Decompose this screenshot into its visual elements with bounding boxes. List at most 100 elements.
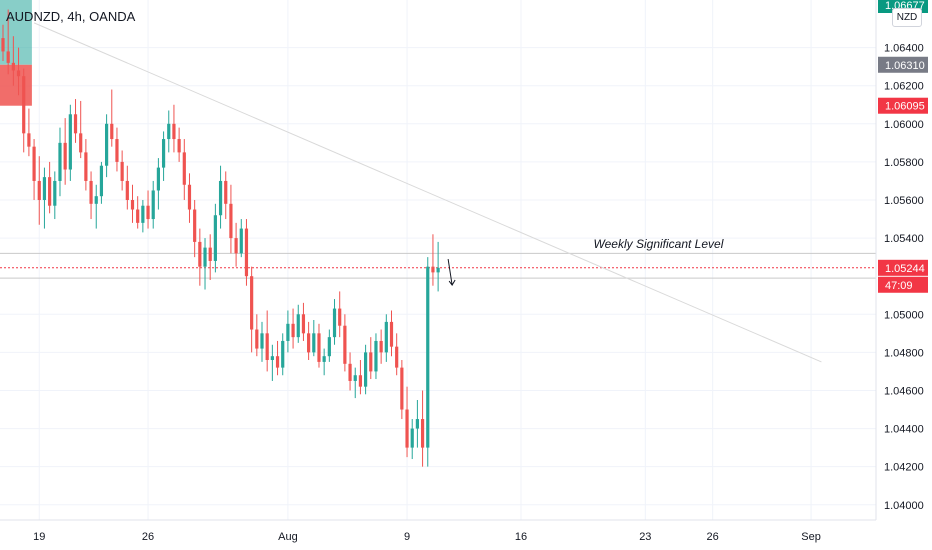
time-axis[interactable]: 19 26 Aug 9 16 23 26 Sep — [33, 531, 821, 543]
candle-body-39 — [203, 247, 207, 267]
candle-body-79 — [410, 428, 414, 448]
candle-body-56 — [291, 323, 295, 338]
price-label-2: 1.06095 — [885, 101, 925, 113]
candle-body-70 — [364, 352, 368, 387]
candle-body-31 — [161, 139, 166, 168]
currency-button[interactable]: NZD — [892, 8, 922, 27]
y-tick-label-0: 1.06400 — [884, 43, 924, 55]
candle-body-81 — [420, 419, 425, 448]
candle-body-60 — [312, 333, 316, 353]
candle-body-78 — [405, 409, 409, 448]
candle-body-42 — [218, 180, 223, 216]
y-tick-label-8: 1.04600 — [884, 385, 924, 397]
annotation-weekly-level: Weekly Significant Level — [594, 237, 724, 251]
candle-body-34 — [177, 139, 181, 153]
candle-body-23 — [120, 161, 124, 181]
y-tick-label-11: 1.04000 — [884, 500, 924, 512]
candle-body-71 — [369, 352, 373, 372]
candle-body-33 — [172, 123, 176, 140]
price-label-box-3 — [878, 259, 928, 276]
candle-body-50 — [260, 333, 264, 349]
price-label-4: 47:09 — [885, 280, 913, 292]
candle-body-48 — [250, 276, 254, 330]
candle-body-8 — [42, 177, 47, 200]
y-tick-label-7: 1.04800 — [884, 347, 924, 359]
candle-body-84 — [436, 267, 440, 273]
candle-body-82 — [426, 266, 430, 448]
candle-body-3 — [16, 70, 21, 77]
price-label-box-1 — [878, 56, 928, 73]
candle-body-73 — [379, 340, 383, 353]
y-tick-label-1: 1.06200 — [884, 81, 924, 93]
candle-body-7 — [37, 180, 41, 200]
candle-body-18 — [94, 196, 98, 204]
candle-body-47 — [244, 228, 249, 277]
candle-body-36 — [187, 184, 192, 210]
candle-body-43 — [224, 180, 228, 204]
candle-body-28 — [146, 205, 150, 220]
candle-body-32 — [167, 123, 171, 140]
candle-body-61 — [317, 333, 321, 362]
candle-body-26 — [136, 209, 140, 223]
candle-body-16 — [84, 152, 88, 181]
candle-body-57 — [296, 314, 300, 338]
y-tick-label-10: 1.04200 — [884, 462, 924, 474]
symbol-label[interactable]: AUDNZD, 4h, OANDA — [6, 9, 136, 24]
candle-body-37 — [193, 209, 197, 242]
candle-body-52 — [270, 356, 274, 360]
candle-body-11 — [58, 142, 62, 181]
candle-body-10 — [53, 180, 57, 206]
candle-body-6 — [32, 146, 36, 181]
candle-body-65 — [338, 308, 342, 326]
down-arrow-icon — [447, 258, 456, 286]
candlestick-series — [1, 9, 440, 467]
position-stop-zone — [0, 64, 32, 106]
candle-body-67 — [348, 363, 352, 381]
candle-body-76 — [395, 346, 399, 368]
x-tick-label-1: 26 — [142, 531, 154, 543]
x-tick-label-7: Sep — [801, 531, 821, 543]
candle-body-72 — [374, 340, 378, 372]
x-tick-label-5: 23 — [639, 531, 651, 543]
x-tick-label-6: 26 — [707, 531, 719, 543]
candle-body-80 — [415, 419, 419, 429]
position-tool[interactable] — [0, 0, 32, 106]
candle-body-77 — [400, 367, 404, 410]
candle-body-83 — [431, 266, 435, 273]
candle-body-12 — [63, 142, 67, 170]
price-axis[interactable]: 1.06400 1.06200 1.06000 1.05800 1.05600 1.054… — [884, 43, 924, 512]
trendline-layer — [33, 22, 822, 363]
candle-body-68 — [353, 375, 357, 381]
candle-body-53 — [275, 356, 280, 368]
annotation-layer: Weekly Significant Level — [447, 237, 724, 286]
candle-body-66 — [343, 325, 347, 364]
axes — [0, 0, 877, 521]
y-tick-label-4: 1.05600 — [884, 195, 924, 207]
candle-body-17 — [89, 180, 93, 204]
x-tick-label-0: 19 — [33, 531, 45, 543]
candle-body-4 — [22, 76, 26, 134]
candle-body-35 — [182, 152, 186, 185]
y-tick-label-3: 1.05800 — [884, 157, 924, 169]
candle-body-30 — [156, 167, 160, 191]
candle-body-1 — [6, 51, 10, 63]
y-tick-label-5: 1.05400 — [884, 233, 924, 245]
candle-body-25 — [130, 200, 135, 210]
candle-body-69 — [358, 375, 363, 387]
candle-body-74 — [384, 321, 388, 353]
candle-body-5 — [27, 133, 31, 147]
candle-body-51 — [265, 333, 269, 360]
candle-body-55 — [286, 323, 290, 341]
candle-body-75 — [389, 321, 394, 347]
price-label-3: 1.05244 — [885, 263, 925, 275]
candle-body-38 — [198, 241, 202, 267]
candle-body-46 — [239, 228, 243, 254]
candle-body-44 — [229, 203, 233, 239]
candle-body-63 — [327, 337, 331, 357]
candle-body-54 — [281, 340, 285, 368]
candle-body-19 — [99, 165, 104, 197]
grid-lines — [0, 0, 876, 520]
candle-body-0 — [1, 38, 5, 52]
position-target-zone — [0, 0, 32, 65]
